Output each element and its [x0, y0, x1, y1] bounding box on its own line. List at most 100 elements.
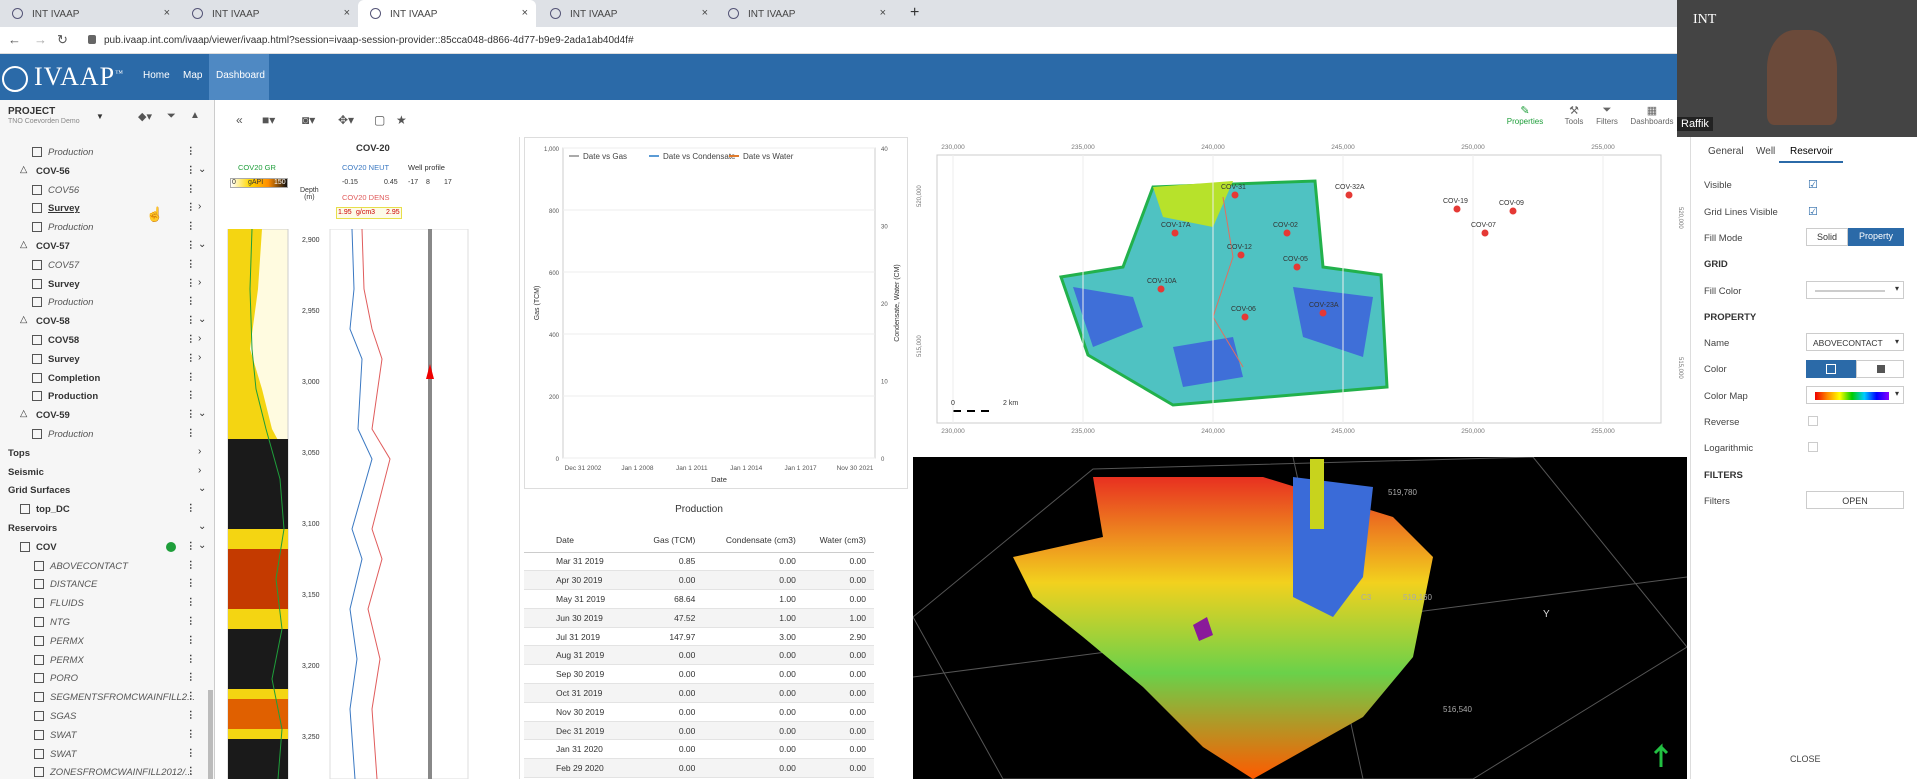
camera-icon[interactable]: ■▾ — [262, 113, 276, 127]
tree-item[interactable]: NTG ⋮ — [0, 614, 210, 632]
chevron-icon[interactable]: › — [198, 201, 202, 213]
tree-item[interactable]: SGAS ⋮ — [0, 708, 210, 726]
more-icon[interactable]: ⋮ — [186, 183, 196, 195]
more-icon[interactable]: ⋮ — [186, 747, 196, 759]
name-select[interactable]: ABOVECONTACT ▾ — [1806, 333, 1904, 351]
browser-tab[interactable]: INT IVAAP × — [716, 0, 894, 27]
more-icon[interactable]: ⋮ — [186, 559, 196, 571]
tree-item[interactable]: DISTANCE ⋮ — [0, 576, 210, 594]
fill-mode-property-button[interactable]: Property — [1848, 228, 1904, 246]
url-field[interactable]: pub.ivaap.int.com/ivaap/viewer/ivaap.htm… — [104, 35, 634, 46]
close-icon[interactable]: × — [879, 7, 886, 19]
tree-item[interactable]: Survey ⋮ › — [0, 276, 210, 294]
column-header[interactable]: Condensate (cm3) — [703, 528, 804, 553]
tree-item[interactable]: FLUIDS ⋮ — [0, 595, 210, 613]
tree-item[interactable]: COV58 ⋮ › — [0, 332, 210, 350]
table-row[interactable]: Dec 31 2019 0.00 0.00 0.00 — [524, 721, 874, 741]
more-icon[interactable]: ⋮ — [186, 766, 196, 778]
chevron-icon[interactable]: ⌄ — [198, 239, 207, 250]
project-dropdown-icon[interactable]: ▼ — [96, 112, 104, 121]
more-icon[interactable]: ⋮ — [186, 597, 196, 609]
chevron-icon[interactable]: ⌄ — [198, 539, 207, 551]
well-marker[interactable] — [1293, 263, 1301, 271]
nav-home[interactable]: Home — [143, 70, 170, 81]
reverse-checkbox[interactable] — [1808, 416, 1818, 426]
tree-item[interactable]: SWAT ⋮ — [0, 746, 210, 764]
tree-item[interactable]: Reservoirs ⌄ — [0, 520, 210, 538]
tree-item[interactable]: top_DC ⋮ — [0, 501, 210, 519]
fill-color-picker[interactable]: ▾ — [1806, 281, 1904, 299]
collapse-icon[interactable]: ▲ — [190, 110, 200, 121]
browser-tab[interactable]: INT IVAAP × — [538, 0, 716, 27]
tree-item[interactable]: COV ⋮ ⌄ — [0, 539, 210, 557]
more-icon[interactable]: ⋮ — [186, 728, 196, 740]
table-row[interactable]: Mar 31 2019 0.85 0.00 0.00 — [524, 552, 874, 572]
orientation-arrow-icon[interactable] — [1653, 743, 1669, 767]
new-tab-icon[interactable]: + — [910, 4, 920, 21]
color-mode-pattern-button[interactable] — [1856, 360, 1904, 378]
grid-lines-checkbox[interactable]: ☑ — [1808, 206, 1818, 218]
tree-item[interactable]: Tops › — [0, 445, 210, 463]
table-row[interactable]: Aug 31 2019 0.00 0.00 0.00 — [524, 645, 874, 666]
tools-button[interactable]: ⚒ Tools — [1552, 104, 1596, 126]
more-icon[interactable]: ⋮ — [186, 221, 196, 233]
table-row[interactable]: Oct 31 2019 0.00 0.00 0.00 — [524, 683, 874, 703]
more-icon[interactable]: ⋮ — [186, 616, 196, 627]
table-row[interactable]: Sep 30 2019 0.00 0.00 0.00 — [524, 664, 874, 685]
tree-item[interactable]: COV56 ⋮ — [0, 182, 210, 200]
filter-icon[interactable]: ⏷ — [167, 110, 176, 122]
more-icon[interactable]: ⋮ — [186, 634, 196, 646]
well-marker[interactable] — [1345, 191, 1353, 199]
move-icon[interactable]: ✥▾ — [338, 113, 355, 127]
more-icon[interactable]: ⋮ — [186, 428, 196, 439]
column-header[interactable]: Gas (TCM) — [638, 528, 704, 553]
chevron-icon[interactable]: › — [198, 464, 202, 476]
chevron-icon[interactable]: ⌄ — [198, 163, 207, 175]
tree-item[interactable]: Production ⋮ — [0, 219, 210, 237]
tree-item[interactable]: Production ⋮ — [0, 294, 210, 312]
tree-item[interactable]: ABOVECONTACT ⋮ — [0, 558, 210, 576]
more-icon[interactable]: ⋮ — [186, 277, 196, 289]
reservoir-outline[interactable] — [1058, 179, 1389, 407]
visible-checkbox[interactable]: ☑ — [1808, 179, 1818, 191]
well-marker[interactable] — [1283, 229, 1291, 237]
map-panel[interactable]: 230,000 230,000 235,000 235,000 240,000 240,0… — [913, 137, 1687, 435]
table-row[interactable]: Jul 31 2019 147.97 3.00 2.90 — [524, 627, 874, 647]
browser-tab[interactable]: INT IVAAP × — [180, 0, 358, 27]
properties-button[interactable]: ✎ Properties — [1503, 104, 1547, 126]
chevron-icon[interactable]: › — [198, 351, 202, 363]
tree-item[interactable]: Grid Surfaces ⌄ — [0, 482, 210, 500]
chevron-icon[interactable]: ⌄ — [198, 314, 207, 326]
more-icon[interactable]: ⋮ — [186, 371, 196, 383]
column-header[interactable]: Water (cm3) — [803, 528, 874, 553]
more-icon[interactable]: ⋮ — [186, 653, 196, 665]
well-log-panel[interactable]: COV-20 COV20 GR 0 gAPI 150 COV20 NEUT -0… — [222, 137, 520, 779]
tree-item[interactable]: SWAT ⋮ — [0, 727, 210, 745]
chevron-icon[interactable]: ⌄ — [198, 521, 207, 532]
tree-item[interactable]: Survey ⋮ › — [0, 351, 210, 369]
well-marker[interactable] — [1157, 285, 1165, 293]
tree-item[interactable]: ZONESFROMCWAINFILL2012/... ⋮ — [0, 764, 210, 782]
close-button[interactable]: CLOSE — [1790, 754, 1821, 764]
dashboards-button[interactable]: ▦ Dashboards — [1630, 104, 1674, 126]
more-icon[interactable]: ⋮ — [186, 164, 196, 176]
table-row[interactable]: May 31 2019 68.64 1.00 0.00 — [524, 589, 874, 609]
well-marker[interactable] — [1453, 205, 1461, 213]
3d-viewer[interactable]: 519,780 519,160 C3 516,540 Y — [912, 456, 1688, 780]
app-logo[interactable]: IVAAP™ — [34, 62, 124, 91]
tag-icon[interactable]: ◆▾ — [138, 111, 152, 123]
more-icon[interactable]: ⋮ — [186, 315, 196, 327]
close-icon[interactable]: × — [163, 7, 170, 19]
close-icon[interactable]: × — [343, 7, 350, 19]
well-marker[interactable] — [1231, 191, 1239, 199]
tree-item[interactable]: Survey ⋮ › — [0, 200, 210, 218]
filters-open-button[interactable]: OPEN — [1806, 491, 1904, 509]
snapshot-icon[interactable]: ◙▾ — [302, 113, 316, 127]
forward-icon[interactable]: → — [34, 32, 47, 47]
more-icon[interactable]: ⋮ — [186, 334, 196, 345]
tree-item[interactable]: Production ⋮ — [0, 144, 210, 162]
chevron-icon[interactable]: › — [198, 333, 202, 344]
tab-well[interactable]: Well — [1756, 146, 1776, 157]
collapse-left-icon[interactable]: « — [236, 113, 243, 127]
tab-general[interactable]: General — [1708, 146, 1744, 157]
